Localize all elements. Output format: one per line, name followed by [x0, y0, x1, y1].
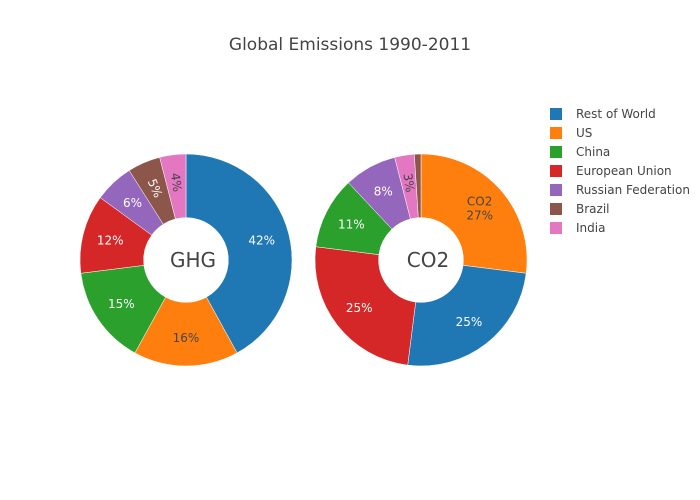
legend-swatch-russian-federation [550, 184, 562, 196]
legend-swatch-rest-of-world [550, 108, 562, 120]
hole-label-co2: CO2 [407, 248, 449, 272]
legend-item-russian-federation[interactable]: Russian Federation [550, 183, 690, 197]
legend-swatch-european-union [550, 165, 562, 177]
slice-label-ghg-china: 15% [108, 297, 135, 311]
slice-label-co2-india: 3% [400, 172, 417, 193]
legend-label-brazil: Brazil [576, 202, 610, 216]
legend-swatch-china [550, 146, 562, 158]
legend-item-us[interactable]: US [550, 126, 592, 140]
slice-label-co2-us: CO2 27% [466, 194, 493, 222]
pie-co2: CO2 27% 25% 25% 11% 8% 3% CO2 [314, 153, 528, 367]
legend-label-russian-federation: Russian Federation [576, 183, 690, 197]
legend-label-us: US [576, 126, 592, 140]
legend-label-india: India [576, 221, 605, 235]
legend-swatch-brazil [550, 203, 562, 215]
slice-label-ghg-us: 16% [173, 331, 200, 345]
chart-title: Global Emissions 1990-2011 [229, 35, 471, 55]
legend[interactable]: Rest of World US China European Union Russia… [550, 107, 690, 235]
legend-label-china: China [576, 145, 610, 159]
legend-swatch-us [550, 127, 562, 139]
slice-label-ghg-india: 4% [168, 172, 184, 193]
slice-label-ghg-brazil: 5% [145, 177, 165, 200]
legend-item-brazil[interactable]: Brazil [550, 202, 610, 216]
slice-label-co2-china: 11% [338, 217, 365, 231]
slice-label-ghg-rest-of-world: 42% [248, 234, 275, 248]
slice-label-co2-russian-federation: 8% [374, 184, 393, 198]
slice-label-co2-european-union: 25% [346, 301, 373, 315]
slice-co2-us[interactable] [420, 153, 528, 274]
hole-label-ghg: GHG [170, 248, 216, 272]
legend-swatch-india [550, 222, 562, 234]
slice-ghg-rest-of-world[interactable] [185, 153, 293, 354]
legend-item-india[interactable]: India [550, 221, 605, 235]
pie-ghg: 42% 16% 15% 12% 6%5% 4% GHG [79, 153, 293, 367]
legend-item-european-union[interactable]: European Union [550, 164, 672, 178]
slice-label-co2-rest-of-world: 25% [456, 315, 483, 329]
slice-ghg-india[interactable] [159, 153, 187, 220]
slice-co2-european-union[interactable] [314, 246, 416, 366]
slice-label-ghg-european-union: 12% [97, 234, 124, 248]
legend-label-european-union: European Union [576, 164, 672, 178]
slice-ghg-us[interactable] [134, 296, 238, 367]
slice-co2-brazil[interactable] [414, 153, 422, 218]
slice-co2-rest-of-world[interactable] [407, 265, 527, 367]
slice-label-ghg-russian-federation: 6% [123, 196, 142, 210]
legend-item-china[interactable]: China [550, 145, 610, 159]
legend-label-rest-of-world: Rest of World [576, 107, 656, 121]
legend-item-rest-of-world[interactable]: Rest of World [550, 107, 656, 121]
